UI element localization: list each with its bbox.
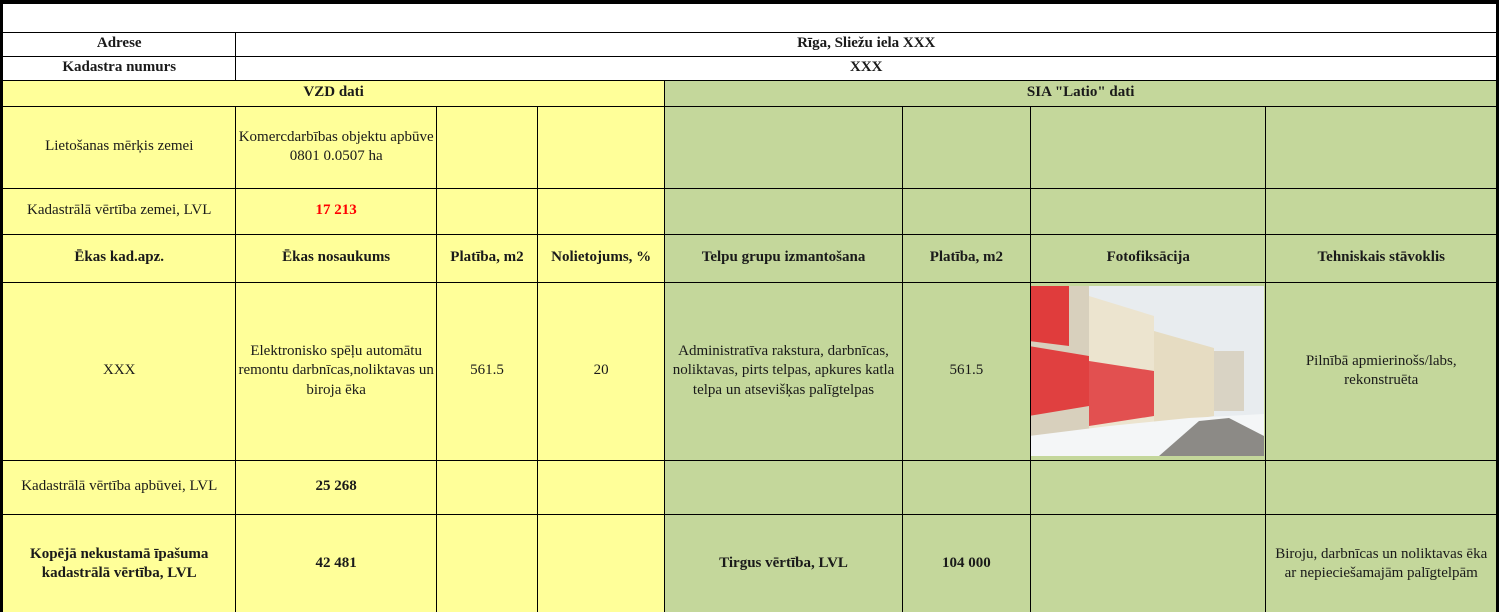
label: Tirgus vērtība, LVL bbox=[664, 513, 903, 612]
cell bbox=[901, 187, 1032, 235]
cell bbox=[435, 459, 539, 515]
cell bbox=[1265, 459, 1498, 515]
cell bbox=[901, 459, 1032, 515]
cell bbox=[537, 513, 666, 612]
empty-row bbox=[1, 1, 1498, 33]
column-header: Platība, m2 bbox=[435, 233, 539, 283]
cell bbox=[1265, 105, 1498, 189]
cell bbox=[537, 459, 666, 515]
label: Kopējā nekustamā īpašuma kadastrālā vērt… bbox=[0, 513, 237, 612]
cell bbox=[1030, 105, 1267, 189]
cell: Elektronisko spēļu automātu remontu darb… bbox=[235, 281, 437, 461]
column-header: Tehniskais stāvoklis bbox=[1265, 233, 1498, 283]
cell bbox=[435, 187, 539, 235]
value: 42 481 bbox=[235, 513, 437, 612]
cell: 561.5 bbox=[435, 281, 539, 461]
value: Komercdarbības objektu apbūve 0801 0.050… bbox=[235, 105, 437, 189]
cell bbox=[1030, 187, 1267, 235]
cell: Administratīva rakstura, darbnīcas, noli… bbox=[664, 281, 903, 461]
column-header: Telpu grupu izmantošana bbox=[664, 233, 903, 283]
label: Lietošanas mērķis zemei bbox=[0, 105, 237, 189]
cell bbox=[1265, 187, 1498, 235]
value: 17 213 bbox=[235, 187, 437, 235]
cell bbox=[537, 187, 666, 235]
label: Kadastrālā vērtība apbūvei, LVL bbox=[0, 459, 237, 515]
value: XXX bbox=[235, 55, 1498, 81]
cell: Biroju, darbnīcas un noliktavas ēka ar n… bbox=[1265, 513, 1498, 612]
column-header: Ēkas nosaukums bbox=[235, 233, 437, 283]
label: Kadastra numurs bbox=[0, 55, 237, 81]
cell bbox=[901, 105, 1032, 189]
cell: Pilnībā apmierinošs/labs, rekonstruēta bbox=[1265, 281, 1498, 461]
column-header: Nolietojums, % bbox=[537, 233, 666, 283]
section-header: VZD dati bbox=[0, 79, 666, 107]
cell bbox=[435, 105, 539, 189]
cell: 561.5 bbox=[901, 281, 1032, 461]
label: Kadastrālā vērtība zemei, LVL bbox=[0, 187, 237, 235]
value: 104 000 bbox=[901, 513, 1032, 612]
cell bbox=[664, 105, 903, 189]
cell bbox=[435, 513, 539, 612]
photo bbox=[1031, 286, 1265, 456]
cell bbox=[664, 459, 903, 515]
column-header: Ēkas kad.apz. bbox=[0, 233, 237, 283]
photo-cell bbox=[1030, 281, 1267, 461]
cell bbox=[1030, 459, 1267, 515]
label: Adrese bbox=[0, 31, 237, 57]
column-header: Fotofiksācija bbox=[1030, 233, 1267, 283]
cell bbox=[664, 187, 903, 235]
column-header: Platība, m2 bbox=[901, 233, 1032, 283]
cell: XXX bbox=[0, 281, 237, 461]
section-header: SIA "Latio" dati bbox=[664, 79, 1498, 107]
cell: 20 bbox=[537, 281, 666, 461]
value: Rīga, Sliežu iela XXX bbox=[235, 31, 1498, 57]
value: 25 268 bbox=[235, 459, 437, 515]
cell bbox=[537, 105, 666, 189]
cell bbox=[1030, 513, 1267, 612]
